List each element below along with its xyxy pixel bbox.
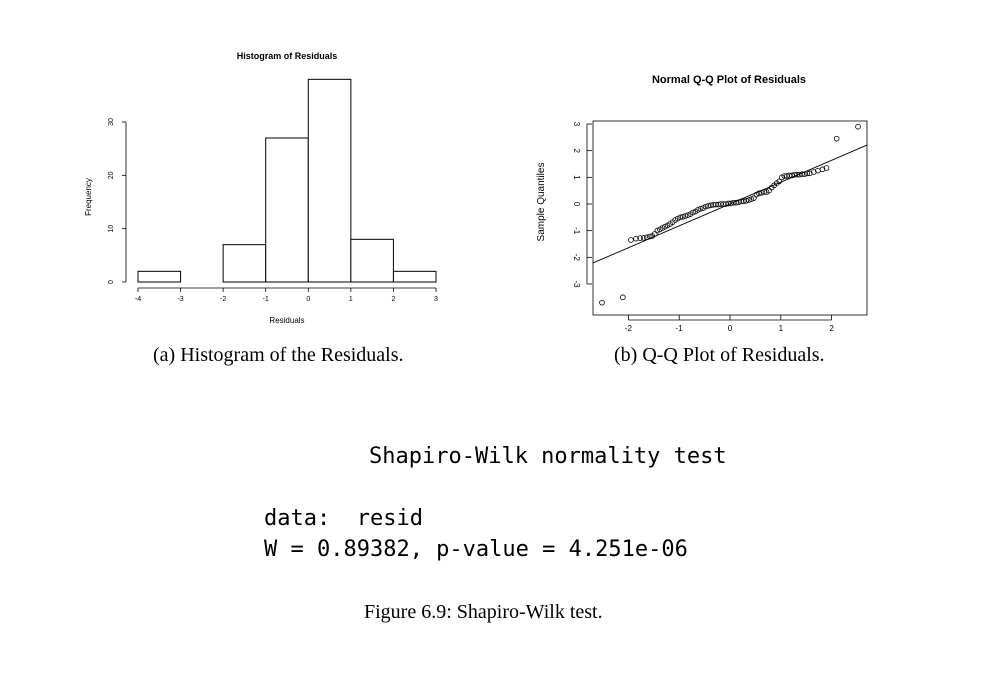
qq-plot-frame	[592, 120, 868, 316]
qq-plot-point	[776, 178, 783, 185]
histogram-y-tick-label: 20	[108, 171, 115, 179]
qq-plot-x-tick-label: -1	[676, 324, 684, 333]
histogram-bar	[307, 78, 352, 283]
test-stat-line: W = 0.89382, p-value = 4.251e-06	[264, 537, 688, 562]
qq-plot-point	[748, 196, 755, 203]
histogram-y-tick-label: 0	[108, 280, 115, 284]
histogram-bar	[350, 238, 394, 283]
qq-plot-caption: (b) Q-Q Plot of Residuals.	[614, 344, 825, 366]
qq-plot-chart: Normal Q-Q Plot of Residuals Sample Quan…	[536, 74, 868, 333]
qq-plot-y-tick-label: 3	[572, 122, 581, 127]
histogram-x-tick-label: -3	[177, 296, 183, 303]
qq-plot-point	[599, 299, 605, 306]
qq-plot-y-tick-label: 2	[572, 148, 581, 153]
qq-plot-point	[633, 235, 639, 242]
histogram-bar	[265, 137, 309, 283]
qq-plot-point	[855, 123, 861, 130]
histogram-x-tick-label: -4	[135, 296, 141, 303]
qq-plot-point	[697, 206, 704, 212]
qq-plot-point	[702, 203, 709, 210]
histogram-x-tick-label: 0	[306, 296, 310, 303]
qq-plot-axes: -2 -1 0 1 2 -3 -2 -1 0 1 2 3	[572, 120, 868, 333]
histogram-y-tick-label: 30	[108, 118, 115, 126]
qq-plot-point	[637, 235, 643, 241]
histogram-bar	[137, 270, 182, 283]
qq-plot-title: Normal Q-Q Plot of Residuals	[652, 74, 806, 86]
qq-plot-x-tick-label: -2	[625, 324, 633, 333]
qq-plot-y-tick-label: -1	[572, 227, 581, 235]
qq-plot-points	[599, 123, 861, 306]
qq-plot-point	[685, 212, 691, 219]
test-heading: Shapiro-Wilk normality test	[369, 444, 727, 469]
qq-plot-x-tick-label: 0	[728, 324, 733, 333]
qq-plot-point	[745, 197, 752, 203]
qq-plot-point	[628, 237, 634, 243]
qq-plot-point	[677, 214, 684, 221]
qq-plot-y-tick-label: -3	[572, 280, 581, 288]
qq-plot-y-tick-label: -2	[572, 254, 581, 262]
qq-plot-point	[705, 203, 711, 209]
histogram-title: Histogram of Residuals	[237, 51, 338, 61]
qq-plot-point	[756, 190, 762, 197]
qq-plot-point	[833, 135, 840, 142]
histogram-x-tick-label: -2	[220, 296, 226, 303]
histogram-x-tick-label: 1	[349, 296, 353, 303]
histogram-x-tick-label: 3	[434, 296, 438, 303]
qq-plot-point	[733, 199, 739, 206]
qq-plot-point	[646, 233, 653, 240]
qq-plot-y-label: Sample Quantiles	[536, 163, 547, 242]
qq-plot-point	[679, 214, 686, 220]
histogram-y-label: Frequency	[84, 178, 93, 216]
qq-plot-point	[643, 234, 650, 241]
histogram-x-tick-label: -1	[263, 296, 269, 303]
qq-plot-x-tick-label: 2	[829, 324, 834, 333]
qq-plot-point	[695, 207, 701, 213]
qq-plot-point	[743, 198, 750, 204]
qq-plot-point	[804, 170, 811, 177]
histogram-bar	[222, 244, 267, 283]
histogram-x-tick-label: 2	[391, 296, 395, 303]
qq-plot-point	[823, 165, 830, 171]
qq-plot-point	[682, 213, 689, 219]
qq-plot-point	[740, 198, 747, 205]
histogram-x-label: Residuals	[269, 316, 304, 325]
test-data-line: data: resid	[264, 506, 423, 531]
qq-plot-reference-line	[592, 144, 868, 264]
qq-plot-y-tick-label: 0	[572, 202, 581, 207]
qq-plot-point	[640, 235, 647, 241]
histogram-caption: (a) Histogram of the Residuals.	[153, 344, 404, 366]
qq-plot-point	[761, 189, 767, 195]
histogram-bars	[137, 78, 437, 283]
qq-plot-y-tick-label: 1	[572, 175, 581, 180]
qq-plot-x-tick-label: 1	[779, 324, 784, 333]
qq-plot-point	[620, 294, 626, 301]
histogram-y-tick-label: 10	[108, 225, 115, 233]
qq-plot-point	[690, 209, 696, 216]
figure-caption: Figure 6.9: Shapiro-Wilk test.	[364, 601, 603, 623]
histogram-bar	[392, 270, 437, 283]
histogram-chart: Histogram of Residuals Frequency Residua…	[84, 51, 438, 325]
